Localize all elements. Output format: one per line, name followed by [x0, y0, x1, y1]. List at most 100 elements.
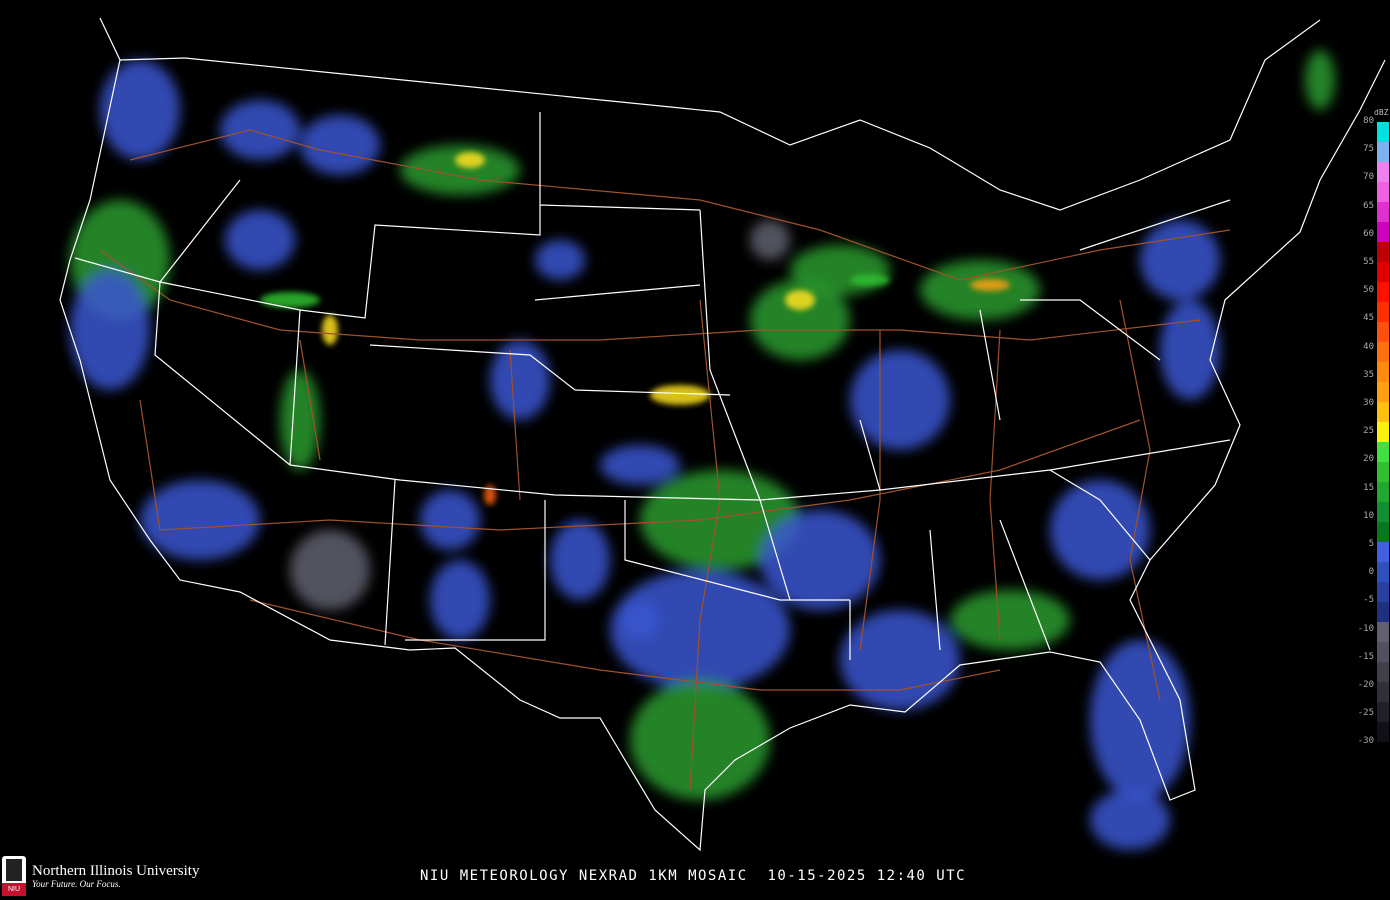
echo-cell: [750, 220, 790, 260]
university-tagline: Your Future. Our Focus.: [32, 879, 121, 889]
legend-swatch: [1377, 562, 1389, 582]
echo-cell: [1140, 220, 1220, 300]
legend-swatch: [1377, 662, 1389, 682]
echo-cell: [840, 610, 960, 710]
legend-swatch: [1377, 162, 1389, 182]
state-lines: [74, 112, 1231, 660]
legend-swatch: [1377, 642, 1389, 662]
echo-cell: [455, 152, 485, 168]
legend-tick: 40: [1363, 341, 1374, 352]
echo-cell: [970, 279, 1010, 291]
echo-cell: [785, 290, 815, 310]
legend-tick: -30: [1357, 736, 1374, 747]
echo-cell: [750, 280, 850, 360]
northern-border: [119, 19, 1321, 211]
legend-swatch: [1377, 302, 1389, 322]
legend-tick: 10: [1363, 510, 1374, 521]
legend-swatch: [1377, 262, 1389, 282]
legend-swatch: [1377, 362, 1389, 382]
echo-cell: [950, 590, 1070, 650]
legend-tick: 55: [1363, 257, 1374, 267]
legend-swatch: [1377, 382, 1389, 402]
legend-tick: -15: [1357, 651, 1374, 662]
legend-swatch: [1377, 182, 1389, 202]
echo-cell: [70, 270, 150, 390]
echo-cell: [1160, 300, 1220, 400]
legend-tick: 20: [1363, 454, 1374, 465]
legend-swatch: [1377, 442, 1389, 462]
map-caption: NIU METEOROLOGY NEXRAD 1KM MOSAIC 10-15-…: [420, 868, 967, 884]
legend-color-bar: [1377, 122, 1389, 742]
echo-cell: [490, 340, 550, 420]
legend-tick: -5: [1363, 595, 1374, 606]
legend-swatch: [1377, 402, 1389, 422]
coastline: [59, 17, 1386, 852]
legend-swatch: [1377, 542, 1389, 562]
legend-swatch: [1377, 622, 1389, 642]
echo-cell: [400, 145, 520, 195]
niu-logo: NIU Northern Illinois University Your Fu…: [2, 856, 199, 896]
legend-tick: 75: [1363, 144, 1374, 155]
legend-tick: 0: [1368, 567, 1374, 578]
legend-tick: 5: [1368, 539, 1374, 549]
legend-tick: -20: [1357, 680, 1374, 690]
echo-cell: [290, 530, 370, 610]
legend-tick: 65: [1363, 200, 1374, 211]
echo-cell: [260, 292, 320, 308]
echo-cell: [140, 480, 260, 560]
legend-swatch: [1377, 142, 1389, 162]
echo-cell: [620, 600, 660, 640]
legend-tick: 15: [1363, 482, 1374, 493]
echo-cell: [600, 445, 680, 485]
radar-echoes: [70, 50, 1335, 850]
echo-cell: [1305, 50, 1335, 110]
legend-swatch: [1377, 422, 1389, 442]
echo-cell: [225, 210, 295, 270]
legend-tick: -25: [1357, 708, 1374, 719]
legend-tick: 70: [1363, 172, 1374, 183]
legend-swatch: [1377, 702, 1389, 722]
echo-cell: [280, 370, 320, 470]
echo-cell: [650, 385, 710, 405]
legend-tick: 80: [1363, 116, 1374, 126]
legend-swatch: [1377, 462, 1389, 482]
echo-cell: [484, 485, 496, 505]
dbz-legend: dBZ 80 75 70 65 60 55 50 45 40 35 30 25 20 15 10 5 0 -5 -1…: [1346, 108, 1390, 762]
echo-cell: [1050, 480, 1150, 580]
echo-cell: [760, 510, 880, 610]
echo-cell: [850, 350, 950, 450]
legend-tick: 30: [1363, 398, 1374, 408]
niu-seal-icon: NIU: [2, 856, 26, 896]
legend-swatch: [1377, 722, 1389, 742]
legend-unit: dBZ: [1374, 108, 1389, 117]
legend-swatch: [1377, 242, 1389, 262]
radar-strong-echoes: [260, 152, 1010, 505]
legend-tick: 25: [1363, 426, 1374, 437]
university-name: Northern Illinois University: [32, 863, 200, 879]
legend-swatch: [1377, 322, 1389, 342]
echo-cell: [220, 100, 300, 160]
legend-tick: 45: [1363, 313, 1374, 324]
legend-tick: 60: [1363, 228, 1374, 239]
legend-swatch: [1377, 682, 1389, 702]
echo-cell: [100, 60, 180, 160]
echo-cell: [630, 680, 770, 800]
interstate-highways: [99, 129, 1231, 791]
legend-swatch: [1377, 202, 1389, 222]
echo-cell: [535, 240, 585, 280]
legend-swatch: [1377, 222, 1389, 242]
echo-cell: [1090, 790, 1170, 850]
echo-cell: [550, 520, 610, 600]
legend-swatch: [1377, 522, 1389, 542]
interstates: [99, 129, 1231, 791]
echo-cell: [322, 315, 338, 345]
legend-swatch: [1377, 282, 1389, 302]
legend-tick: 50: [1363, 285, 1374, 296]
state-borders: [59, 17, 1386, 852]
legend-swatch: [1377, 502, 1389, 522]
legend-swatch: [1377, 342, 1389, 362]
echo-cell: [430, 560, 490, 640]
legend-tick: 35: [1363, 369, 1374, 380]
legend-swatch: [1377, 602, 1389, 622]
